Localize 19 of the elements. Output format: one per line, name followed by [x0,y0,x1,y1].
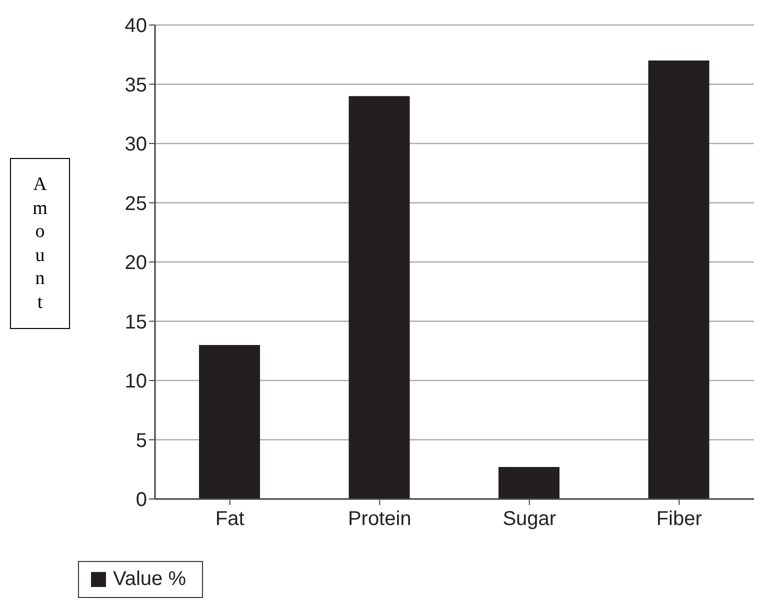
y-tick-label: 35 [124,74,147,96]
y-tick-label: 40 [124,15,147,38]
x-tick-label: Fat [215,508,245,530]
x-tick-label: Sugar [502,508,556,530]
x-tick-label: Fiber [656,508,702,530]
y-axis-title: Amount [32,173,48,314]
y-tick-label: 5 [136,430,147,452]
bar [648,60,710,499]
x-tick-label: Protein [348,508,412,530]
bar [348,96,410,499]
y-tick-label: 25 [124,192,147,215]
bar [498,467,560,499]
y-tick-label: 0 [136,489,147,512]
y-tick-label: 15 [124,311,147,334]
y-tick-label: 20 [124,252,147,274]
y-tick-label: 10 [124,370,147,393]
y-tick-label: 30 [124,134,147,156]
legend-label: Value % [113,568,186,591]
bar [199,344,260,499]
